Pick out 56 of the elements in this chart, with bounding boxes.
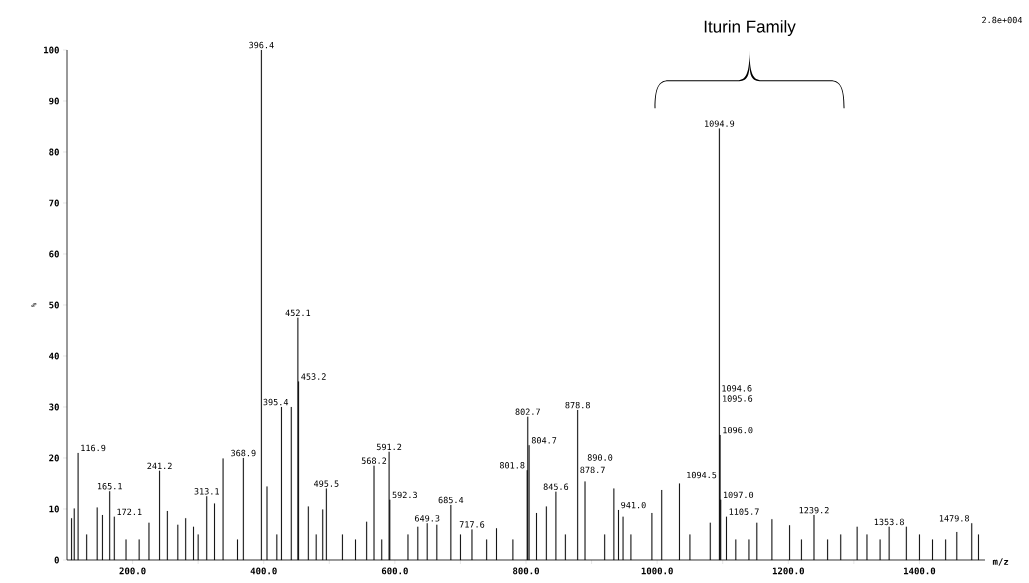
annotation: 1479.8 bbox=[939, 515, 970, 522]
annotation: 1094.6 bbox=[722, 385, 752, 392]
annotation: 568.2 bbox=[361, 457, 387, 464]
annotation: 452.1 bbox=[285, 309, 311, 317]
annotation: 890.0 bbox=[587, 454, 613, 461]
annotation: 845.6 bbox=[543, 483, 569, 490]
annotation: 165.1 bbox=[97, 483, 122, 490]
annotation: 591.2 bbox=[376, 443, 402, 451]
annotation: 453.2 bbox=[301, 373, 326, 380]
x-tick-label: 600.0 bbox=[381, 567, 408, 575]
annotation: 1094.5 bbox=[687, 471, 717, 479]
annotation: 172.1 bbox=[117, 508, 142, 515]
x-tick-label: 400.0 bbox=[250, 567, 277, 575]
y-tick-label: 0 bbox=[54, 556, 59, 564]
x-tick-label: 1200.0 bbox=[772, 567, 804, 575]
text: 2.8e+004 bbox=[982, 16, 1023, 24]
annotation: 1353.8 bbox=[874, 518, 904, 526]
x-tick-label: 800.0 bbox=[513, 567, 540, 575]
x-tick-label: 1400.0 bbox=[904, 567, 936, 575]
annotation: 241.2 bbox=[147, 462, 172, 470]
y-tick-label: 10 bbox=[49, 505, 59, 513]
annotation: 1239.2 bbox=[799, 506, 829, 514]
annotation: 313.1 bbox=[194, 488, 219, 495]
x-axis-title: m/z bbox=[992, 558, 1009, 566]
annotation: 802.7 bbox=[515, 408, 540, 415]
y-tick-label: 100 bbox=[44, 46, 59, 54]
y-tick-label: 30 bbox=[49, 403, 59, 411]
annotation: 649.3 bbox=[414, 515, 440, 522]
y-tick-label: 80 bbox=[49, 148, 59, 156]
annotation: 1094.9 bbox=[705, 120, 735, 127]
annotation: 395.4 bbox=[263, 398, 289, 406]
x-tick-label: 200.0 bbox=[119, 567, 146, 575]
annotation: 685.4 bbox=[438, 496, 464, 504]
y-tick-label: 50 bbox=[49, 301, 59, 309]
y-tick-label: 40 bbox=[49, 352, 59, 360]
y-tick-label: 70 bbox=[49, 199, 59, 207]
y-tick-label: 60 bbox=[49, 250, 59, 258]
annotation: 1105.7 bbox=[729, 508, 759, 515]
y-tick-label: 90 bbox=[49, 97, 59, 105]
annotation: 878.7 bbox=[580, 466, 605, 474]
annotation: 495.5 bbox=[313, 480, 339, 487]
annotation: 878.8 bbox=[565, 401, 590, 409]
annotation: 1095.6 bbox=[723, 395, 753, 402]
annotation: 804.7 bbox=[531, 437, 557, 444]
annotation: 116.9 bbox=[81, 444, 106, 452]
x-tick-label: 1000.0 bbox=[641, 567, 673, 575]
y-tick-label: 20 bbox=[49, 454, 59, 462]
text: Iturin Family bbox=[704, 20, 796, 36]
annotation: 801.8 bbox=[499, 462, 525, 469]
annotation: 941.0 bbox=[621, 501, 646, 509]
annotation: 396.4 bbox=[249, 41, 274, 49]
annotation: 592.3 bbox=[392, 491, 417, 499]
annotation: 1096.0 bbox=[723, 426, 753, 434]
annotation: 368.9 bbox=[231, 449, 256, 457]
annotation: 717.6 bbox=[459, 521, 485, 528]
annotation: 1097.0 bbox=[723, 491, 754, 499]
